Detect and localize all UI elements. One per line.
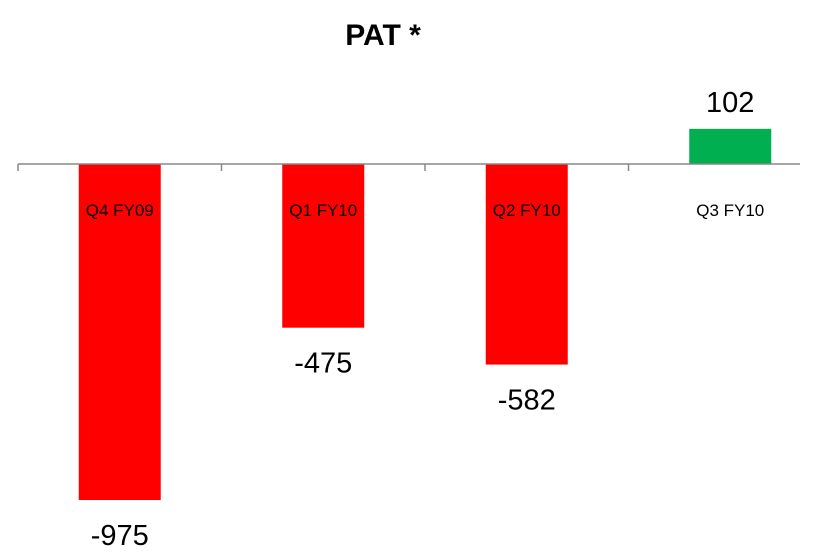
- bar-q3-fy10: [689, 129, 771, 164]
- data-label: -475: [294, 348, 352, 380]
- bar-q2-fy10: [486, 164, 568, 365]
- bars-layer: [79, 129, 772, 500]
- x-tick-label: Q2 FY10: [493, 201, 561, 220]
- bar-q1-fy10: [282, 164, 364, 328]
- data-label: 102: [706, 87, 754, 119]
- x-tick-label: Q4 FY09: [86, 201, 154, 220]
- x-tick-label: Q1 FY10: [289, 201, 357, 220]
- labels-layer: Q4 FY09 -975 Q1 FY10 -475 Q2 FY10 -582 Q3 FY10…: [86, 87, 765, 552]
- chart-title: PAT *: [345, 19, 421, 52]
- data-label: -582: [498, 385, 556, 417]
- data-label: -975: [91, 520, 149, 552]
- x-tick-label: Q3 FY10: [696, 201, 764, 220]
